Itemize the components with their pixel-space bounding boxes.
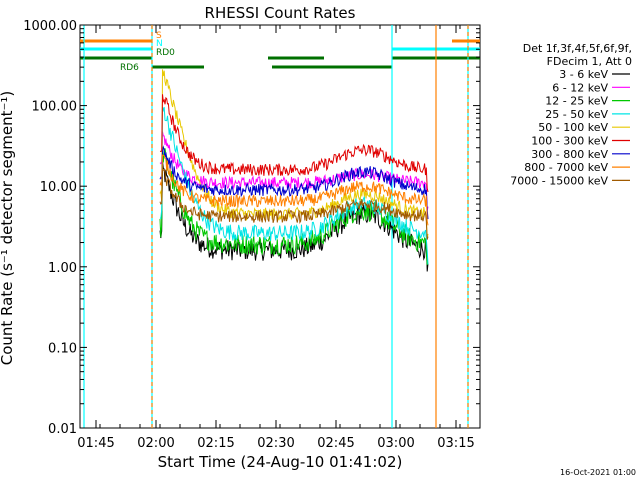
x-tick-label: 03:15 — [437, 436, 474, 451]
legend: Det 1f,3f,4f,5f,6f,9f, FDecim 1, Att 0 3… — [510, 42, 632, 187]
y-tick-label: 0.10 — [48, 341, 77, 356]
y-tick-label: 1000.00 — [23, 19, 77, 34]
legend-label: 25 - 50 keV — [545, 108, 608, 121]
series-line — [159, 94, 429, 193]
y-axis-label: Count Rate (s⁻¹ detector segment⁻¹) — [0, 91, 16, 366]
series-layer — [159, 69, 429, 272]
x-axis: 01:45 02:00 02:15 02:30 02:45 03:00 03:15 — [77, 25, 481, 451]
legend-label: 12 - 25 keV — [545, 95, 608, 108]
legend-label: 300 - 800 keV — [531, 148, 608, 161]
x-tick-label: 03:00 — [377, 436, 414, 451]
legend-header-line-1: Det 1f,3f,4f,5f,6f,9f, — [523, 42, 632, 55]
chart-title: RHESSI Count Rates — [205, 4, 356, 22]
legend-label: 7000 - 15000 keV — [510, 174, 608, 187]
state-bar-label: RD0 — [156, 48, 175, 58]
legend-label: 50 - 100 keV — [538, 121, 608, 134]
series-line — [159, 168, 429, 240]
x-axis-label: Start Time (24-Aug-10 01:41:02) — [158, 453, 403, 471]
y-axis: 1000.00 100.00 10.00 1.00 0.10 0.01 — [23, 19, 480, 437]
series-line — [159, 154, 429, 226]
x-tick-label: 01:45 — [77, 436, 114, 451]
state-bar-label: RD6 — [120, 63, 139, 73]
state-bar-label: N — [156, 39, 163, 49]
y-tick-label: 10.00 — [40, 180, 77, 195]
legend-label: 3 - 6 keV — [559, 68, 608, 81]
series-line — [159, 146, 429, 266]
y-tick-label: 100.00 — [32, 100, 78, 115]
y-tick-label: 1.00 — [48, 261, 77, 276]
legend-label: 6 - 12 keV — [552, 81, 608, 94]
legend-label: 100 - 300 keV — [531, 135, 608, 148]
y-tick-label: 0.01 — [48, 422, 77, 437]
series-line — [159, 106, 429, 265]
x-tick-label: 02:30 — [257, 436, 294, 451]
series-line — [159, 145, 429, 220]
state-bar-label: S — [156, 31, 162, 41]
legend-header-line-2: FDecim 1, Att 0 — [547, 55, 632, 68]
x-tick-label: 02:45 — [317, 436, 354, 451]
legend-label: 800 - 7000 keV — [524, 161, 608, 174]
x-tick-label: 02:15 — [197, 436, 234, 451]
footer-timestamp: 16-Oct-2021 01:00 — [560, 468, 636, 477]
x-tick-label: 02:00 — [137, 436, 174, 451]
